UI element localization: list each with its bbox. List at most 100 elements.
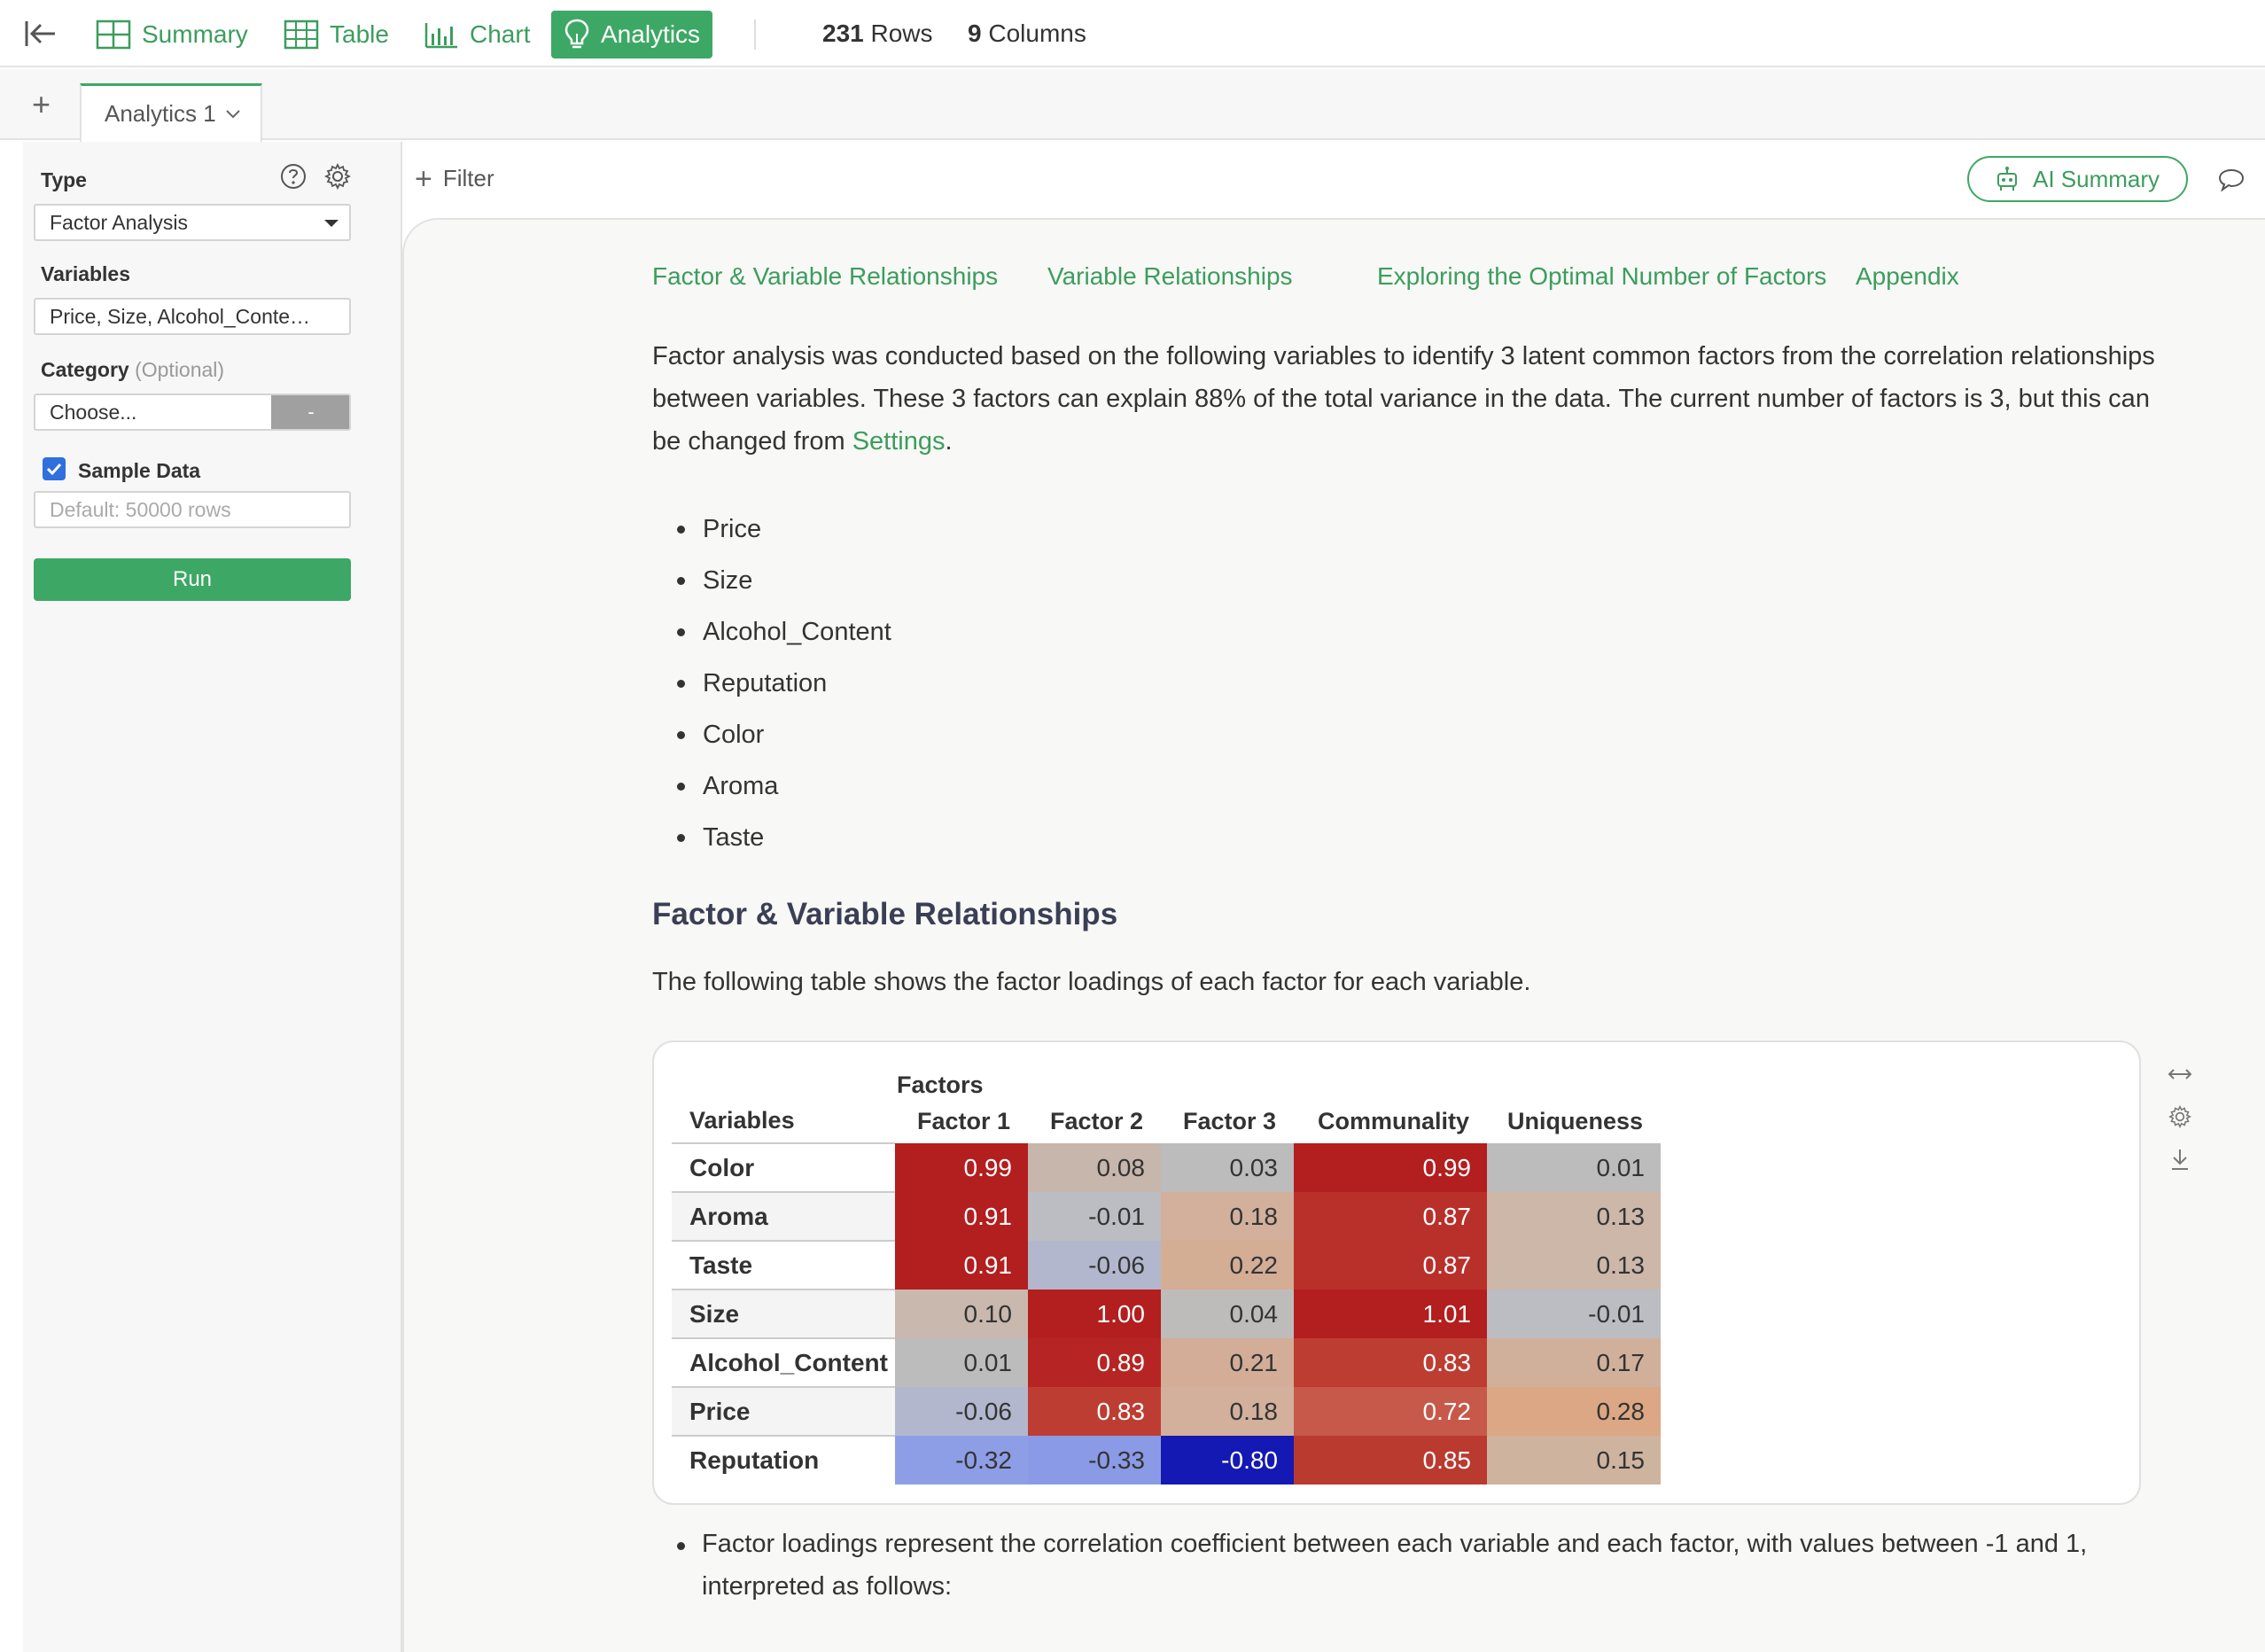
toc-link-variable-relationships[interactable]: Variable Relationships bbox=[1047, 262, 1293, 290]
list-item: Color bbox=[670, 709, 891, 760]
table-row: Size 0.10 1.00 0.04 1.01 -0.01 bbox=[672, 1289, 1661, 1338]
loading-cell: 0.21 bbox=[1161, 1338, 1294, 1387]
sample-data-checkbox[interactable] bbox=[43, 457, 66, 480]
list-item: Reputation bbox=[670, 658, 891, 709]
type-select[interactable]: Factor Analysis bbox=[34, 204, 351, 241]
variable-name-cell: Reputation bbox=[672, 1435, 895, 1484]
gear-icon[interactable] bbox=[2162, 1095, 2198, 1138]
loading-cell: 0.10 bbox=[895, 1290, 1028, 1338]
column-header[interactable]: Factor 2 bbox=[1049, 1107, 1143, 1134]
bullet-dot bbox=[677, 1542, 685, 1550]
category-optional-label: (Optional) bbox=[135, 358, 225, 381]
download-icon[interactable] bbox=[2162, 1138, 2198, 1181]
filter-button[interactable]: + Filter bbox=[415, 161, 494, 196]
category-clear-button[interactable]: - bbox=[271, 395, 349, 429]
variable-name-cell: Alcohol_Content bbox=[672, 1337, 895, 1387]
loading-cell: 1.01 bbox=[1294, 1290, 1487, 1338]
plus-icon: + bbox=[415, 161, 432, 196]
variables-value: Price, Size, Alcohol_Conte… bbox=[50, 304, 311, 328]
loading-cell: 0.85 bbox=[1294, 1436, 1487, 1484]
sample-rows-placeholder: Default: 50000 rows bbox=[50, 497, 231, 521]
chevron-down-icon[interactable] bbox=[225, 109, 241, 120]
sample-data-label: Sample Data bbox=[78, 459, 201, 482]
loading-cell: 0.18 bbox=[1161, 1387, 1294, 1436]
toc-link-optimal-factors[interactable]: Exploring the Optimal Number of Factors bbox=[1377, 262, 1827, 290]
toc-link-appendix[interactable]: Appendix bbox=[1856, 262, 1959, 290]
analytics-tab-strip: + Analytics 1 bbox=[0, 69, 2265, 142]
loading-cell: 0.08 bbox=[1028, 1143, 1161, 1192]
add-tab-button[interactable]: + bbox=[32, 86, 51, 122]
tab-analytics[interactable]: Analytics bbox=[551, 11, 713, 58]
tab-chart[interactable]: Chart bbox=[411, 11, 542, 58]
loading-cell: 0.87 bbox=[1294, 1241, 1487, 1290]
list-item: Price bbox=[670, 503, 891, 555]
columns-count: 9 Columns bbox=[968, 19, 1086, 47]
loading-cell: 1.00 bbox=[1028, 1290, 1161, 1338]
summary-grid-icon bbox=[96, 19, 131, 50]
table-row: Aroma 0.91 -0.01 0.18 0.87 0.13 bbox=[672, 1191, 1661, 1241]
loading-cell: -0.06 bbox=[1028, 1241, 1161, 1290]
category-placeholder: Choose... bbox=[50, 400, 137, 424]
toolbar-divider bbox=[754, 19, 756, 50]
loading-cell: 0.91 bbox=[895, 1241, 1028, 1290]
loading-cell: -0.80 bbox=[1161, 1436, 1294, 1484]
loading-cell: -0.01 bbox=[1028, 1192, 1161, 1241]
factor-loadings-card: Factors Variables Factor 1 Factor 2 Fact… bbox=[652, 1040, 2141, 1505]
list-item: Alcohol_Content bbox=[670, 606, 891, 658]
column-header[interactable]: Uniqueness bbox=[1506, 1107, 1643, 1134]
column-header[interactable]: Variables bbox=[689, 1107, 795, 1134]
intro-paragraph: Factor analysis was conducted based on t… bbox=[652, 342, 2155, 456]
bar-chart-icon bbox=[424, 23, 457, 49]
loading-cell: -0.32 bbox=[895, 1436, 1028, 1484]
loading-cell: 0.13 bbox=[1487, 1241, 1661, 1290]
sample-rows-input[interactable]: Default: 50000 rows bbox=[34, 491, 351, 528]
tab-summary-label: Summary bbox=[142, 20, 248, 48]
filter-label: Filter bbox=[442, 165, 494, 191]
list-item: Taste bbox=[670, 812, 891, 863]
ai-summary-label: AI Summary bbox=[2033, 165, 2160, 192]
robot-icon bbox=[1997, 167, 2017, 191]
lightbulb-icon bbox=[564, 19, 589, 49]
run-button[interactable]: Run bbox=[34, 558, 351, 601]
variable-name-cell: Color bbox=[672, 1142, 895, 1192]
loading-cell: 0.18 bbox=[1161, 1192, 1294, 1241]
collapse-panel-icon[interactable] bbox=[23, 18, 58, 50]
tab-summary[interactable]: Summary bbox=[83, 11, 261, 58]
loading-cell: 0.17 bbox=[1487, 1338, 1661, 1387]
help-icon[interactable] bbox=[280, 163, 307, 190]
factor-loadings-table: Factors Variables Factor 1 Factor 2 Fact… bbox=[672, 1062, 1661, 1484]
tab-table[interactable]: Table bbox=[271, 11, 401, 58]
column-header[interactable]: Factor 1 bbox=[916, 1107, 1010, 1134]
tab-analytics-1-label: Analytics 1 bbox=[105, 100, 216, 127]
tab-analytics-1[interactable]: Analytics 1 bbox=[80, 83, 262, 142]
category-field[interactable]: Choose... - bbox=[34, 394, 351, 431]
category-label: Category (Optional) bbox=[41, 358, 225, 381]
section-title: Factor & Variable Relationships bbox=[652, 897, 1118, 931]
loading-cell: 0.83 bbox=[1294, 1338, 1487, 1387]
expand-width-icon[interactable] bbox=[2162, 1053, 2198, 1095]
gear-icon[interactable] bbox=[324, 163, 351, 190]
variable-name-cell: Price bbox=[672, 1386, 895, 1436]
toc-link-factor-variable[interactable]: Factor & Variable Relationships bbox=[652, 262, 999, 290]
column-header[interactable]: Factor 3 bbox=[1182, 1107, 1276, 1134]
top-toolbar: Summary Table Chart Analytics 231 Rows 9… bbox=[0, 0, 2265, 67]
loading-cell: 0.72 bbox=[1294, 1387, 1487, 1436]
loading-cell: -0.06 bbox=[895, 1387, 1028, 1436]
table-row: Alcohol_Content 0.01 0.89 0.21 0.83 0.17 bbox=[672, 1337, 1661, 1387]
column-header[interactable]: Communality bbox=[1317, 1107, 1469, 1134]
settings-link[interactable]: Settings bbox=[852, 427, 946, 456]
tab-chart-label: Chart bbox=[470, 20, 531, 48]
table-body: Color 0.99 0.08 0.03 0.99 0.01 Aroma 0.91 -0.01 0… bbox=[672, 1142, 1661, 1484]
loading-cell: 0.03 bbox=[1161, 1143, 1294, 1192]
table-grid-icon bbox=[284, 19, 319, 50]
ai-summary-button[interactable]: AI Summary bbox=[1967, 156, 2189, 202]
analytics-report: Factor & Variable Relationships Variable… bbox=[402, 218, 2265, 1652]
table-row: Price -0.06 0.83 0.18 0.72 0.28 bbox=[672, 1386, 1661, 1436]
tab-table-label: Table bbox=[330, 20, 389, 48]
rows-count: 231 Rows bbox=[822, 19, 933, 47]
variable-name-cell: Taste bbox=[672, 1240, 895, 1290]
caret-down-icon bbox=[324, 220, 339, 227]
comment-icon[interactable] bbox=[2217, 167, 2246, 193]
variables-field[interactable]: Price, Size, Alcohol_Conte… bbox=[34, 298, 351, 335]
loading-cell: 0.13 bbox=[1487, 1192, 1661, 1241]
